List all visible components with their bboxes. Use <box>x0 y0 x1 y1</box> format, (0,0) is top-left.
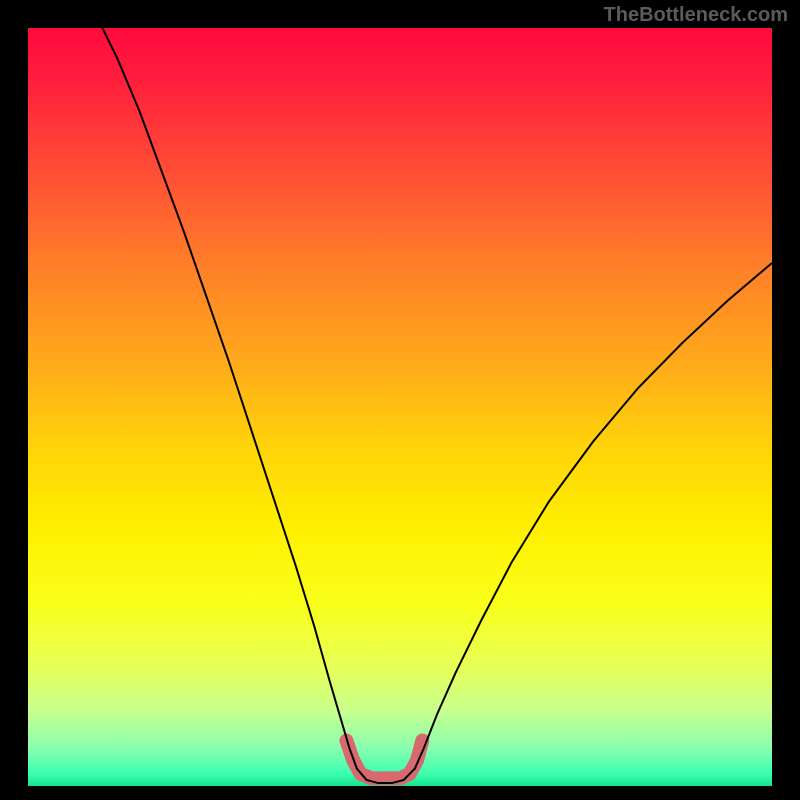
watermark-text: TheBottleneck.com <box>604 4 788 26</box>
watermark: TheBottleneck.com <box>604 4 788 27</box>
bottleneck-curve <box>102 28 772 783</box>
plot-area <box>28 28 772 786</box>
curve-layer <box>28 28 772 786</box>
chart-container: TheBottleneck.com <box>0 0 800 800</box>
